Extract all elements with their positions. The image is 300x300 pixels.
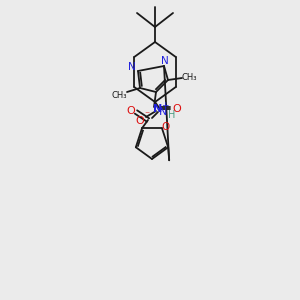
Text: H: H [168, 110, 176, 120]
Text: O: O [136, 116, 144, 126]
Text: CH₃: CH₃ [181, 74, 197, 82]
Text: +: + [161, 101, 169, 110]
Text: O: O [127, 106, 135, 116]
Text: ⁻: ⁻ [144, 110, 150, 120]
Text: CH₃: CH₃ [111, 91, 127, 100]
Text: N: N [159, 107, 167, 117]
Text: O: O [162, 122, 170, 132]
Text: O: O [172, 104, 182, 114]
Text: N: N [153, 104, 163, 114]
Text: N: N [128, 62, 136, 72]
Text: N: N [161, 56, 169, 66]
